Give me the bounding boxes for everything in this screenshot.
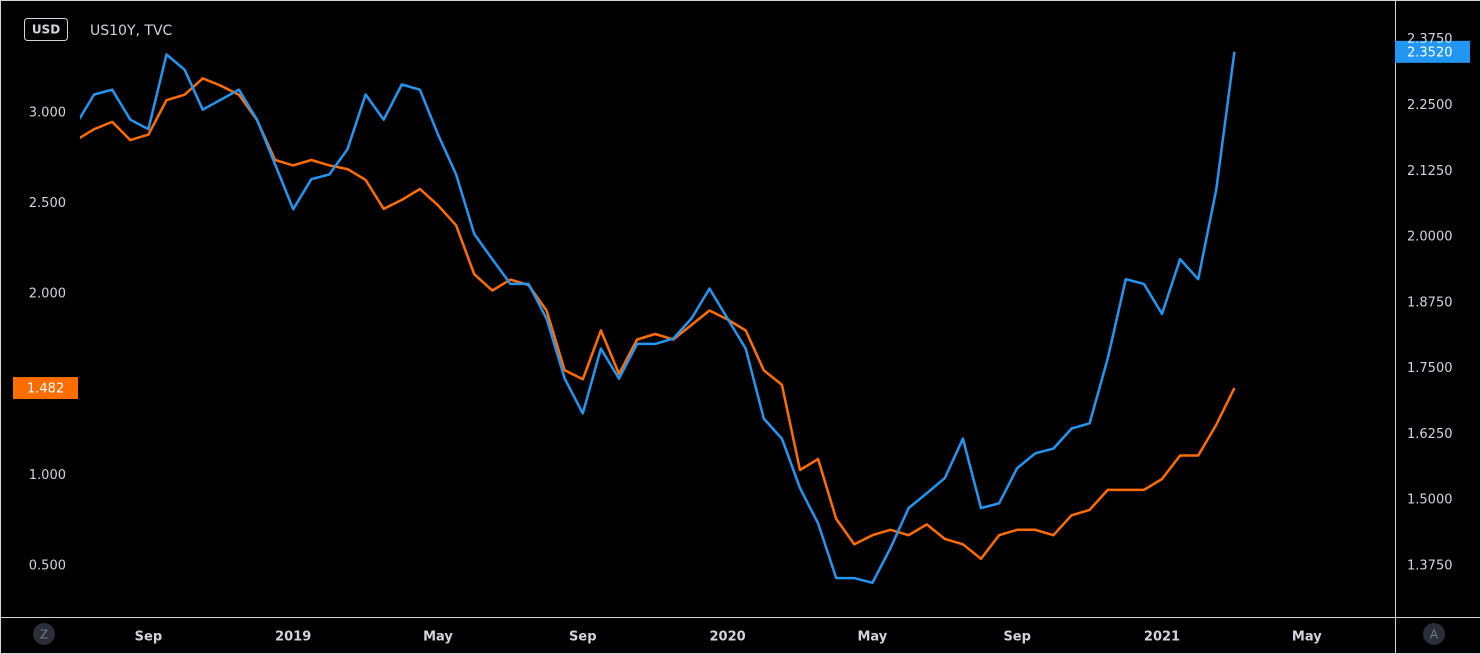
scale-button[interactable] [33,623,55,645]
chart-title: US10Y, TVC [90,23,173,39]
auto-button[interactable] [1423,623,1445,645]
x-tick-label: 2021 [1144,630,1180,645]
x-tick-label: 2020 [710,630,746,645]
y-tick-label: 1.000 [29,468,66,483]
y2-tick-label: 1.5000 [1407,493,1453,508]
overlay: 1.482 2.3520 [13,40,1470,400]
x-tick-label: Sep [569,630,597,645]
auto-button-label[interactable]: A [1430,628,1439,642]
y2-tick-label: 1.3750 [1407,558,1453,573]
y2-tick-label: 1.6250 [1407,427,1453,442]
x-tick-label: 2019 [275,630,311,645]
y-tick-label: 2.000 [29,287,66,302]
y2-tick-label: 2.3750 [1407,32,1453,47]
scale-button-label[interactable]: Z [40,628,48,642]
y2-tick-label: 1.8750 [1407,295,1453,310]
x-tick-label: Sep [1003,630,1031,645]
y2-tick-label: 1.7500 [1407,361,1453,376]
x-tick-label: May [1292,630,1322,645]
series-line [80,51,1236,585]
currency-label[interactable]: USD [32,23,60,37]
y2-tick-label: 2.0000 [1407,230,1453,245]
price-badge [13,377,78,400]
x-tick-label: May [423,630,453,645]
y-tick-label: 2.500 [29,196,66,211]
price-badge-label: 1.482 [27,382,64,397]
currency-button[interactable] [24,18,68,41]
plot-area [80,51,1236,585]
price-badge-label: 2.3520 [1407,45,1453,60]
x-tick-label: May [858,630,888,645]
y2-tick-label: 2.1250 [1407,164,1453,179]
y-tick-label: 0.500 [29,559,66,574]
y-tick-label: 3.000 [29,105,66,120]
price-badge [1395,40,1470,63]
x-tick-label: Sep [135,630,163,645]
y2-tick-label: 2.2500 [1407,98,1453,113]
